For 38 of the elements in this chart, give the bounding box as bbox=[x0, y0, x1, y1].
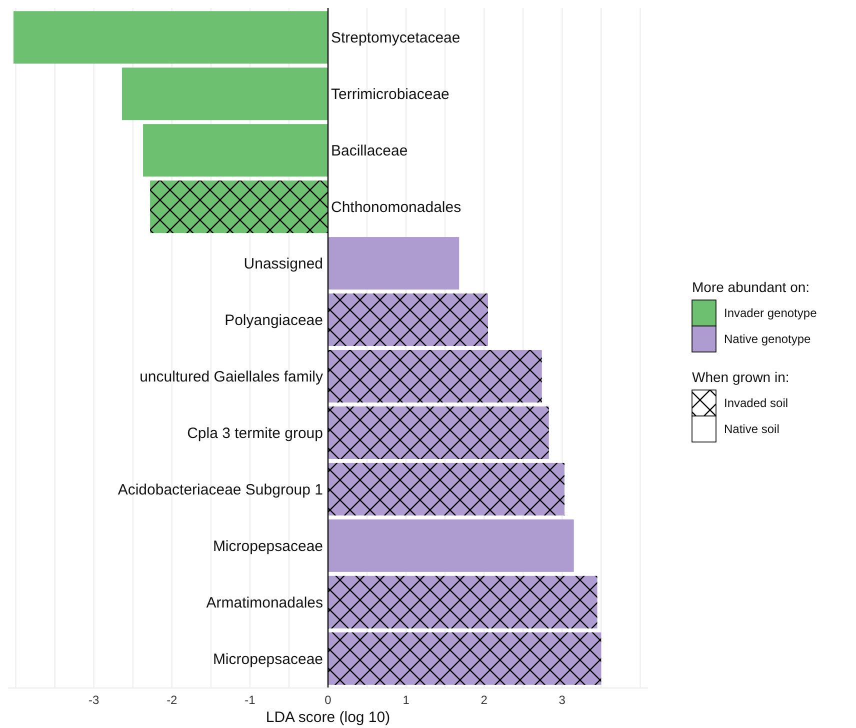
bar bbox=[143, 124, 328, 177]
x-tick-label: 3 bbox=[558, 693, 566, 707]
bar bbox=[328, 350, 542, 402]
bar bbox=[328, 237, 460, 290]
x-tick-label: 2 bbox=[480, 693, 488, 707]
x-tick-label: -1 bbox=[244, 693, 256, 707]
text: When grown in: bbox=[692, 369, 790, 385]
y-tick-label: uncultured Gaiellales family bbox=[140, 368, 324, 386]
x-tick-label: 1 bbox=[402, 693, 410, 707]
x-tick-label: 0 bbox=[324, 693, 332, 707]
x-tick-label: -2 bbox=[166, 693, 178, 707]
y-tick-label: Polyangiaceae bbox=[224, 312, 323, 330]
y-tick-label: Unassigned bbox=[244, 256, 323, 273]
text: Native soil bbox=[724, 422, 780, 436]
bar bbox=[122, 68, 328, 120]
bar bbox=[13, 11, 328, 64]
x-axis-title: LDA score (log 10) bbox=[266, 709, 390, 726]
y-tick-label: Micropepsaceae bbox=[212, 538, 323, 555]
bar bbox=[328, 294, 488, 346]
legend-label: Native genotype bbox=[724, 332, 812, 346]
bar bbox=[328, 519, 574, 572]
bar bbox=[328, 632, 602, 685]
bar bbox=[150, 180, 328, 234]
legend-label: Invader genotype bbox=[724, 306, 818, 320]
y-tick-label: Streptomycetaceae bbox=[331, 30, 460, 47]
y-tick-label: Terrimicrobiaceae bbox=[331, 86, 450, 104]
y-tick-label: Cpla 3 termite group bbox=[187, 424, 323, 442]
y-tick-label: Acidobacteriaceae Subgroup 1 bbox=[118, 481, 323, 498]
y-tick-label: Armatimonadales bbox=[206, 594, 323, 612]
legend-title: More abundant on: bbox=[692, 279, 810, 295]
bar bbox=[328, 406, 549, 459]
y-tick-label: Bacillaceae bbox=[331, 142, 408, 160]
y-tick-label: Micropepsaceae bbox=[212, 650, 323, 668]
bar bbox=[328, 576, 598, 628]
text: Invaded soil bbox=[724, 396, 788, 410]
y-tick-label: Chthonomonadales bbox=[331, 199, 462, 216]
bar bbox=[328, 462, 564, 516]
x-tick-label: -3 bbox=[88, 693, 100, 707]
